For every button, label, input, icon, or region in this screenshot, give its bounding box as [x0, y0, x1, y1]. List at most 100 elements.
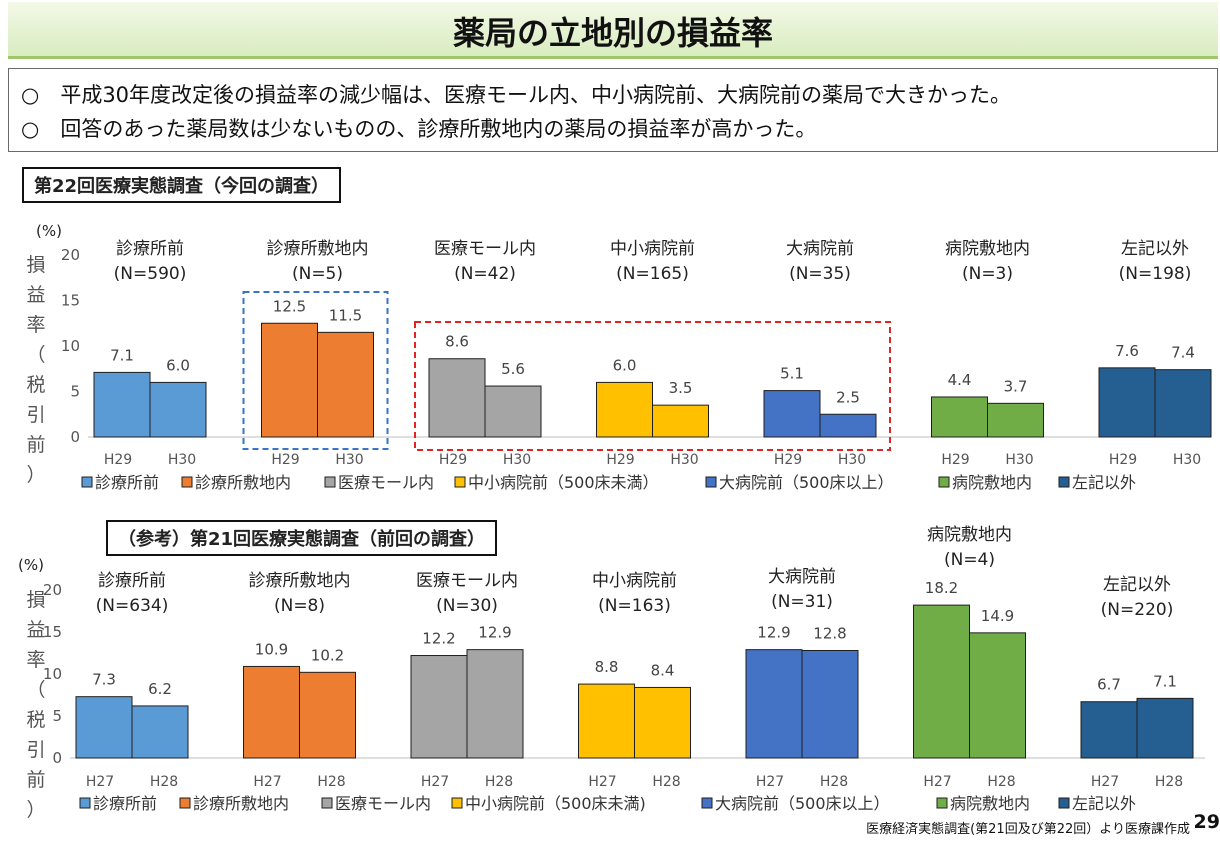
- x-tick-label: H30: [503, 452, 531, 468]
- bar: [93, 371, 151, 438]
- y-axis-title-char: 益: [26, 619, 45, 641]
- legend-swatch: [705, 476, 717, 488]
- group-n-label: (N=4): [944, 550, 995, 570]
- bar-value-label: 3.5: [669, 379, 693, 397]
- x-tick-label: H27: [421, 774, 449, 790]
- chart-previous-survey: (%) 損益率 （ 税引前 ） 0 5 10 15 20 診療所前 (N=634) 7.3 H27 6.2 H…: [18, 525, 1205, 820]
- bar-value-label: 7.6: [1115, 342, 1139, 360]
- x-tick-label: H29: [1109, 452, 1137, 468]
- bar: [428, 358, 486, 438]
- bar-value-label: 7.4: [1171, 344, 1195, 362]
- x-tick-label: H27: [923, 774, 951, 790]
- group-title: 診療所前: [98, 571, 166, 591]
- bar-value-label: 8.6: [445, 333, 469, 351]
- y-axis-title-char: （: [26, 344, 45, 366]
- x-tick-label: H27: [253, 774, 281, 790]
- y-axis-title-char: 引: [26, 404, 45, 426]
- bar-value-label: 12.9: [757, 624, 790, 642]
- y-axis-title-char: 益: [26, 284, 45, 306]
- legend-swatch: [454, 476, 466, 488]
- legend-label: 左記以外: [1072, 473, 1136, 492]
- bar: [149, 381, 207, 438]
- group-n-label: (N=165): [616, 264, 689, 284]
- summary-box: ○ 平成30年度改定後の損益率の減少幅は、医療モール内、中小病院前、大病院前の薬…: [8, 68, 1218, 152]
- bar-value-label: 12.2: [422, 630, 455, 648]
- x-tick-label: H27: [588, 774, 616, 790]
- y-axis-title-char: ）: [26, 799, 45, 820]
- group-title: 診療所敷地内: [249, 571, 351, 591]
- bar: [410, 655, 468, 759]
- x-tick-label: H29: [439, 452, 467, 468]
- bar-value-label: 4.4: [948, 371, 972, 389]
- bar: [466, 649, 524, 759]
- y-axis-title-char: ）: [26, 464, 45, 486]
- x-tick-label: H30: [670, 452, 698, 468]
- group-n-label: (N=163): [598, 596, 671, 616]
- y-unit-label: (%): [18, 556, 44, 574]
- bar-value-label: 5.1: [780, 365, 804, 383]
- bar-value-label: 7.3: [92, 671, 116, 689]
- bar: [1080, 701, 1138, 759]
- group-n-label: (N=198): [1119, 264, 1192, 284]
- bar: [634, 686, 691, 759]
- source-footnote: 医療経済実態調査(第21回及び第22回）より医療課作成: [866, 822, 1190, 837]
- bar: [1136, 697, 1194, 759]
- bar: [801, 649, 859, 759]
- legend-swatch: [181, 476, 193, 488]
- bar: [913, 604, 970, 759]
- x-tick-label: H28: [652, 774, 680, 790]
- legend-label: 左記以外: [1072, 794, 1136, 813]
- bar-value-label: 14.9: [981, 607, 1014, 625]
- title-bar: 薬局の立地別の損益率: [8, 2, 1218, 59]
- y-tick-label: 5: [70, 383, 80, 401]
- bar-value-label: 8.8: [595, 658, 619, 676]
- legend-label: 診療所前: [93, 794, 157, 813]
- bar-value-label: 12.5: [273, 297, 306, 315]
- x-tick-label: H30: [1005, 452, 1033, 468]
- page-number: 29: [1193, 811, 1220, 833]
- x-tick-label: H27: [1091, 774, 1119, 790]
- bar-value-label: 6.0: [166, 356, 190, 374]
- legend-swatch: [938, 476, 950, 488]
- page-title: 薬局の立地別の損益率: [452, 14, 773, 52]
- legend-swatch: [936, 797, 948, 809]
- group-title: 左記以外: [1103, 575, 1171, 595]
- group-n-label: (N=31): [771, 592, 833, 612]
- section-label-previous: （参考）第21回医療実態調査（前回の調査）: [106, 520, 498, 556]
- legend-label: 診療所敷地内: [193, 794, 289, 813]
- group-n-label: (N=42): [454, 264, 516, 284]
- x-tick-label: H29: [774, 452, 802, 468]
- bar-value-label: 6.7: [1097, 676, 1121, 694]
- x-tick-label: H30: [335, 452, 363, 468]
- y-unit-label: (%): [36, 222, 62, 240]
- bar-value-label: 12.8: [813, 624, 846, 642]
- bar-value-label: 12.9: [478, 624, 511, 642]
- legend-label: 診療所敷地内: [195, 473, 291, 492]
- y-tick-label: 10: [61, 337, 80, 355]
- group-title: 中小病院前: [592, 571, 677, 591]
- y-tick-label: 15: [61, 292, 80, 310]
- legend-swatch: [1058, 476, 1070, 488]
- bar-value-label: 2.5: [836, 388, 860, 406]
- legend-swatch: [701, 797, 713, 809]
- bar: [969, 632, 1026, 759]
- bar-value-label: 7.1: [110, 346, 134, 364]
- bar: [763, 390, 821, 438]
- legend-label: 大病院前（500床以上）: [719, 473, 894, 492]
- y-tick-label: 5: [52, 707, 62, 725]
- bar: [596, 381, 653, 438]
- legend-swatch: [1058, 797, 1070, 809]
- x-tick-label: H28: [485, 774, 513, 790]
- group-title: 医療モール内: [416, 571, 518, 591]
- group-n-label: (N=3): [962, 264, 1013, 284]
- group-title: 診療所前: [116, 239, 184, 259]
- section-label-current: 第22回医療実態調査（今回の調査）: [22, 167, 342, 203]
- y-axis-title-char: 前: [26, 769, 45, 791]
- x-tick-label: H28: [987, 774, 1015, 790]
- y-tick-label: 20: [61, 246, 80, 264]
- group-title: 医療モール内: [434, 239, 536, 259]
- bar: [131, 705, 189, 759]
- bar: [652, 404, 709, 438]
- group-title: 大病院前: [786, 239, 854, 259]
- bar: [75, 696, 133, 759]
